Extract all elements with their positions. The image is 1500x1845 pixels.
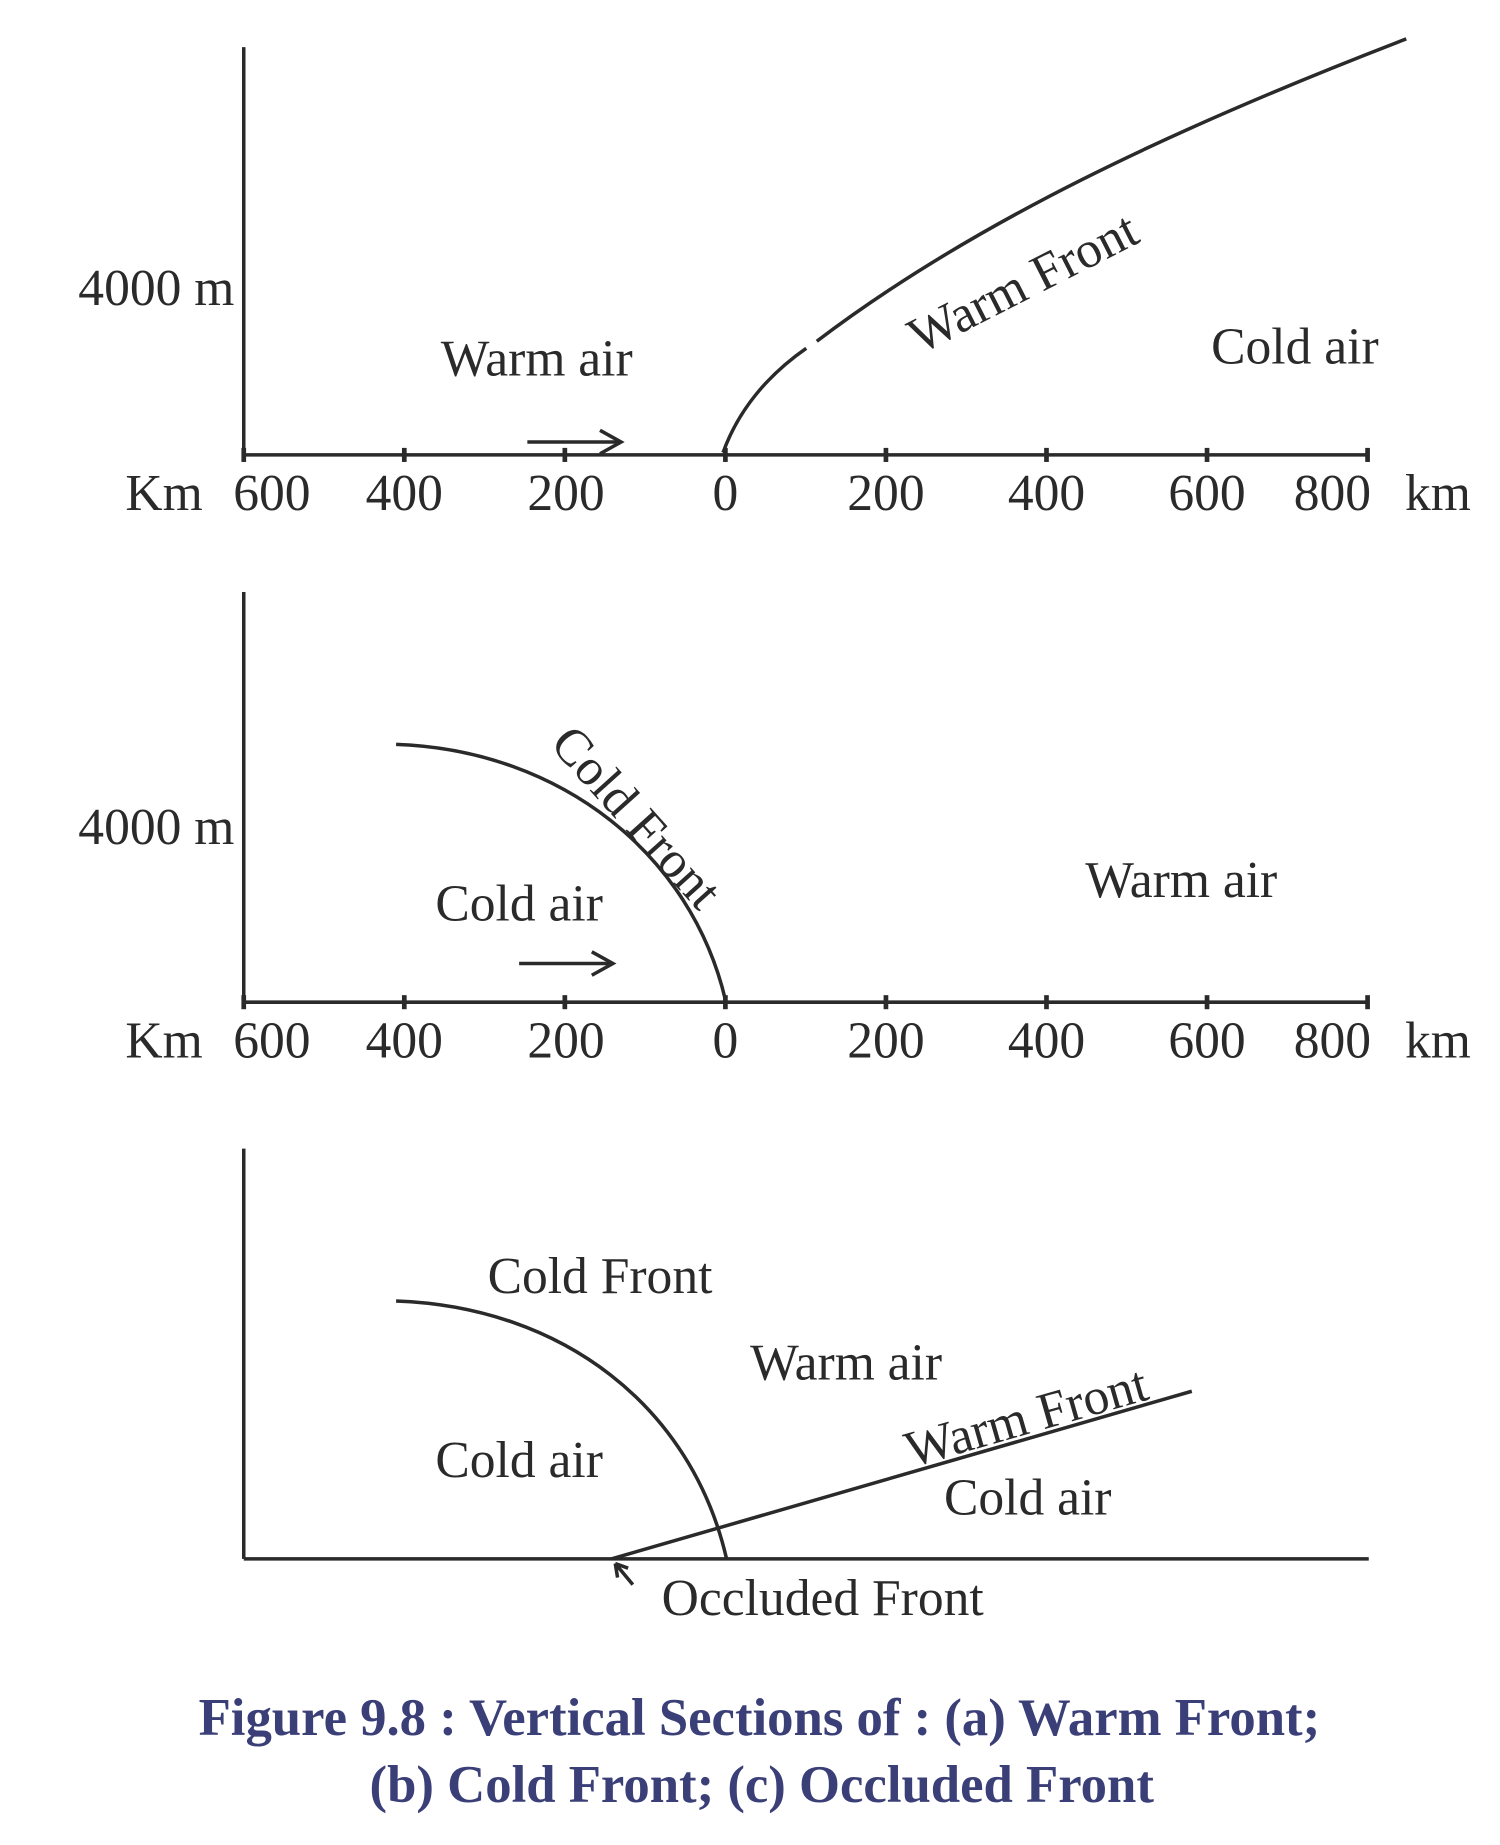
axis-unit: Km [125, 465, 202, 522]
tick-label: 200 [527, 1012, 604, 1069]
tick-label: 600 [1168, 1012, 1245, 1069]
tick-label: 800 [1294, 465, 1371, 522]
tick-label: 400 [366, 1012, 443, 1069]
tick-label: 400 [1008, 1012, 1085, 1069]
cold-front-line [396, 1299, 729, 1560]
region-label: Cold air [435, 875, 603, 932]
tick-label: 200 [527, 465, 604, 522]
front-label: Warm Front [899, 201, 1148, 365]
caption: (b) Cold Front; (c) Occluded Front [370, 1756, 1155, 1814]
height-label: 4000 m [78, 260, 234, 317]
tick-label: 600 [233, 1012, 310, 1069]
region-label: Warm air [1085, 852, 1277, 909]
region-label: Warm air [750, 1335, 942, 1392]
tick-label: 200 [847, 1012, 924, 1069]
panel-b: 4000 m Cold Front Cold air Warm air [78, 592, 1369, 1004]
region-label: Cold air [944, 1469, 1112, 1526]
tick-label: 600 [1168, 465, 1245, 522]
axis-unit: Km [125, 1012, 202, 1069]
tick-label: 800 [1294, 1012, 1371, 1069]
region-label: Cold air [1211, 319, 1379, 376]
tick-label: 0 [713, 1012, 739, 1069]
tick-label: 0 [713, 465, 739, 522]
arrow-head [590, 950, 617, 977]
pointer [613, 1561, 635, 1586]
arrow-head [599, 428, 625, 456]
front-label: Occluded Front [662, 1570, 985, 1627]
region-label: Warm air [441, 330, 633, 387]
region-label: Cold air [435, 1432, 603, 1489]
caption: Figure 9.8 : Vertical Sections of : (a) … [199, 1689, 1321, 1747]
axis-unit: km [1405, 465, 1471, 522]
panel-a: 4000 m Warm air Warm Front Cold air [78, 37, 1407, 457]
warm-front-line [611, 1389, 1193, 1561]
height-label: 4000 m [78, 799, 234, 856]
tick-label: 200 [847, 465, 924, 522]
cold-front-line [396, 742, 728, 1001]
tick-label: 400 [366, 465, 443, 522]
panel-c: Cold Front Warm air Warm Front Cold air … [241, 1148, 1369, 1627]
tick-label: 600 [233, 465, 310, 522]
tick-label: 400 [1008, 465, 1085, 522]
warm-front-line [721, 37, 1407, 454]
front-label: Cold Front [488, 1248, 714, 1305]
axis-unit: km [1405, 1012, 1471, 1069]
